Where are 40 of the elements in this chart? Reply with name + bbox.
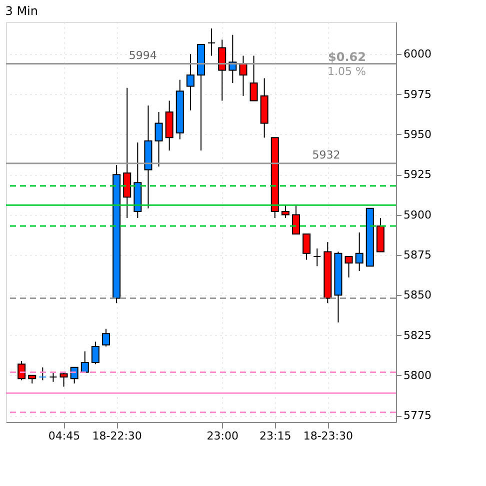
annotation: 1.05 % (328, 65, 366, 78)
x-tick-label: 04:45 (48, 430, 80, 442)
x-tick-label: 18-22:30 (92, 430, 142, 442)
y-tick-label: 5825 (404, 328, 432, 342)
candlestick (218, 39, 226, 102)
ref-line-label: 5994 (128, 48, 157, 62)
y-tick-label: 5925 (404, 168, 432, 182)
candlestick (38, 366, 47, 381)
candlestick (102, 328, 110, 347)
annotation: $0.62 (328, 50, 366, 64)
y-tick-label: 5875 (404, 248, 432, 262)
candlestick (292, 204, 300, 235)
x-tick-label: 23:00 (206, 430, 238, 442)
candlestick (281, 204, 290, 218)
y-tick-label: 5775 (404, 409, 432, 422)
candlestick (154, 111, 163, 168)
candlestick (302, 234, 311, 260)
candlestick (70, 366, 78, 384)
y-tick-label: 5850 (404, 288, 432, 302)
x-tick-label: 23:15 (260, 430, 292, 442)
candlestick (60, 372, 68, 388)
candlestick (344, 256, 353, 278)
y-tick-label: 5950 (404, 128, 432, 141)
candlestick (239, 55, 248, 96)
y-tick-label: 6000 (404, 48, 432, 61)
candlestick (313, 248, 322, 267)
candlestick (250, 55, 258, 102)
candlestick (80, 350, 89, 373)
y-tick-label: 5900 (404, 208, 432, 222)
candlestick (355, 232, 364, 272)
ref-line-label: 5932 (312, 148, 340, 162)
candlestick (18, 360, 26, 381)
candlestick (49, 372, 58, 382)
candlestick (208, 28, 216, 56)
chart-title: 3 Min (5, 4, 38, 18)
candlestick (186, 54, 194, 111)
y-tick-label: 5975 (404, 88, 432, 101)
candlestick (91, 341, 100, 365)
y-tick-label: 5800 (404, 368, 432, 382)
x-tick-label: 18-23:30 (303, 430, 354, 442)
